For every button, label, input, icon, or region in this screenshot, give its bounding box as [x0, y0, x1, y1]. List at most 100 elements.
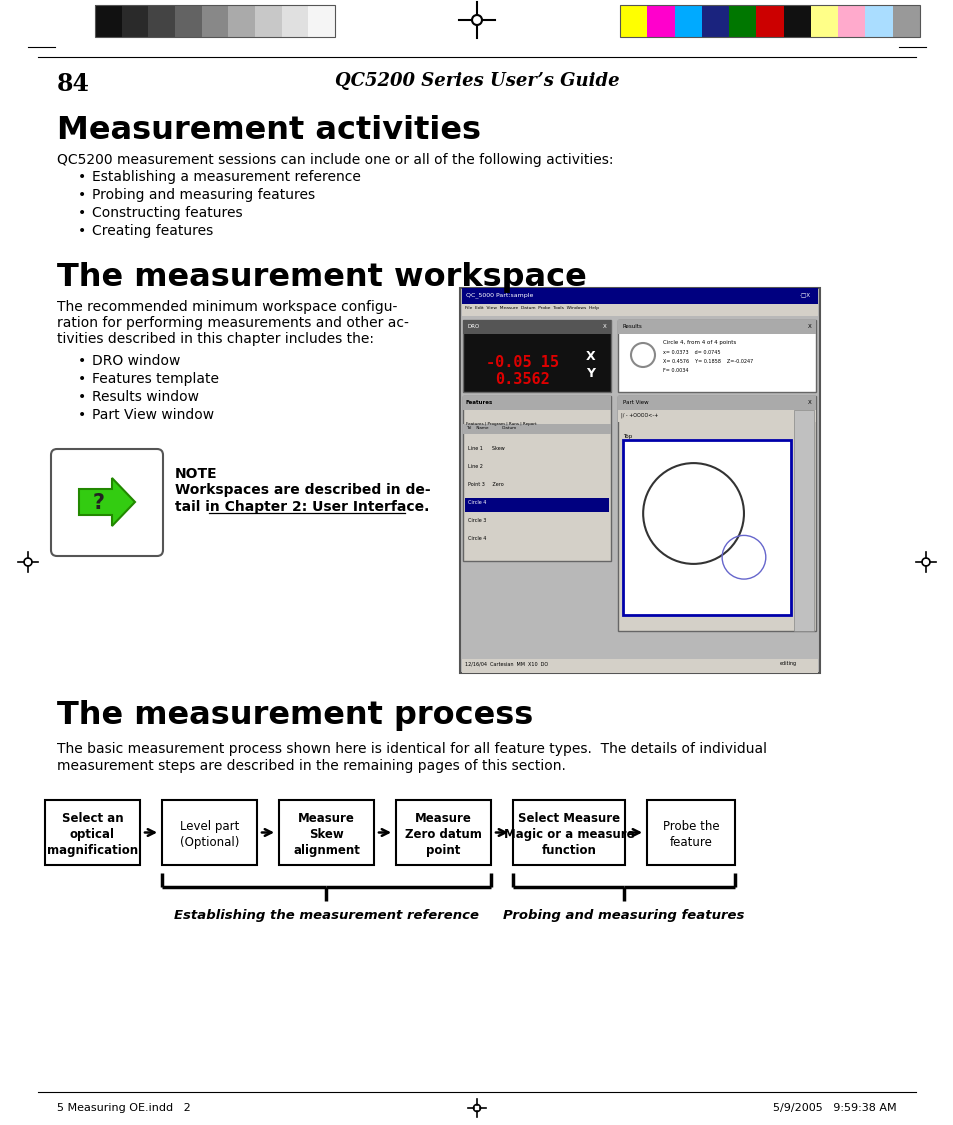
Text: -□X: -□X [800, 292, 810, 297]
Text: Circle 4: Circle 4 [468, 500, 486, 505]
Bar [619, 4, 919, 37]
Bar [618, 319, 815, 334]
Bar [95, 4, 335, 37]
Bar [674, 4, 701, 37]
Bar [459, 288, 820, 673]
Bar [148, 4, 174, 37]
Text: •: • [78, 354, 86, 368]
Bar [201, 4, 228, 37]
Text: Results window: Results window [91, 390, 199, 404]
Bar [756, 4, 782, 37]
Bar [462, 319, 610, 391]
Bar [618, 396, 815, 410]
Text: •: • [78, 206, 86, 220]
Bar [838, 4, 864, 37]
Text: QC5200 measurement sessions can include one or all of the following activities:: QC5200 measurement sessions can include … [57, 153, 613, 166]
Text: |/ - +OOOO<-+: |/ - +OOOO<-+ [620, 412, 658, 417]
Text: •: • [78, 188, 86, 202]
Text: 5 Measuring OE.indd   2: 5 Measuring OE.indd 2 [57, 1102, 191, 1113]
Text: DRO: DRO [468, 324, 479, 328]
Bar [728, 4, 756, 37]
Text: The basic measurement process shown here is identical for all feature types.  Th: The basic measurement process shown here… [57, 742, 766, 756]
Bar [461, 659, 817, 673]
Bar [281, 4, 308, 37]
Bar [308, 4, 335, 37]
Text: 84: 84 [57, 72, 90, 96]
Text: 0.3562: 0.3562 [496, 372, 550, 387]
Bar [701, 4, 728, 37]
Text: Probe the
feature: Probe the feature [662, 820, 719, 849]
Text: Part View window: Part View window [91, 408, 213, 422]
Text: 5/9/2005   9:59:38 AM: 5/9/2005 9:59:38 AM [773, 1102, 896, 1113]
FancyBboxPatch shape [51, 449, 163, 556]
Bar [462, 424, 610, 434]
Text: •: • [78, 390, 86, 404]
Text: X= 0.4576    Y= 0.1858    Z=-0.0247: X= 0.4576 Y= 0.1858 Z=-0.0247 [662, 359, 753, 364]
Text: DRO window: DRO window [91, 354, 180, 368]
Text: Establishing the measurement reference: Establishing the measurement reference [173, 909, 478, 922]
Text: Features template: Features template [91, 372, 219, 386]
Bar [462, 396, 610, 561]
Text: Results: Results [622, 324, 642, 328]
Bar [622, 440, 790, 615]
Text: Features | Program | Runs | Report: Features | Program | Runs | Report [465, 422, 536, 426]
Text: ration for performing measurements and other ac-: ration for performing measurements and o… [57, 316, 409, 330]
Bar [810, 4, 838, 37]
Text: Select an
optical
magnification: Select an optical magnification [47, 812, 138, 857]
Text: x= 0.0373    d= 0.0745: x= 0.0373 d= 0.0745 [662, 350, 720, 356]
Text: tivities described in this chapter includes the:: tivities described in this chapter inclu… [57, 332, 374, 346]
Text: ?: ? [92, 493, 105, 513]
Bar [462, 396, 610, 410]
Text: Select Measure
Magic or a measure
function: Select Measure Magic or a measure functi… [503, 812, 634, 857]
Bar [462, 319, 610, 334]
Text: measurement steps are described in the remaining pages of this section.: measurement steps are described in the r… [57, 759, 565, 773]
Text: Establishing a measurement reference: Establishing a measurement reference [91, 170, 360, 184]
Bar [618, 410, 815, 422]
Text: editing: editing [780, 662, 797, 666]
Bar [254, 4, 281, 37]
Text: •: • [78, 170, 86, 184]
Text: Measure
Skew
alignment: Measure Skew alignment [293, 812, 359, 857]
Text: Probing and measuring features: Probing and measuring features [91, 188, 314, 202]
Text: Creating features: Creating features [91, 224, 213, 238]
Bar [513, 800, 624, 865]
Text: Tol    Name           Datum: Tol Name Datum [465, 426, 516, 430]
Text: X: X [807, 400, 811, 405]
Text: Circle 4, from 4 of 4 points: Circle 4, from 4 of 4 points [662, 340, 736, 345]
Text: 12/16/04  Cartesian  MM  X10  DO: 12/16/04 Cartesian MM X10 DO [464, 662, 548, 666]
Text: NOTE: NOTE [174, 467, 217, 482]
Bar [793, 410, 813, 631]
Text: Measure
Zero datum
point: Measure Zero datum point [405, 812, 481, 857]
Bar [646, 800, 734, 865]
Text: QC5200 Series User’s Guide: QC5200 Series User’s Guide [335, 72, 618, 90]
Bar [395, 800, 491, 865]
Text: The recommended minimum workspace configu-: The recommended minimum workspace config… [57, 300, 397, 314]
Text: File  Edit  View  Measure  Datum  Probe  Tools  Windows  Help: File Edit View Measure Datum Probe Tools… [464, 306, 598, 310]
Bar [95, 4, 122, 37]
Bar [618, 319, 815, 391]
Text: Circle 3: Circle 3 [468, 518, 486, 523]
Text: X: X [585, 350, 596, 363]
Text: Point 3     Zero: Point 3 Zero [468, 482, 503, 487]
Text: Circle 4: Circle 4 [468, 536, 486, 541]
Bar [174, 4, 201, 37]
Text: Measurement activities: Measurement activities [57, 115, 480, 146]
Text: The measurement workspace: The measurement workspace [57, 262, 586, 292]
Bar [228, 4, 254, 37]
Text: •: • [78, 372, 86, 386]
Bar [45, 800, 140, 865]
Text: Level part
(Optional): Level part (Optional) [179, 820, 239, 849]
Text: Constructing features: Constructing features [91, 206, 242, 220]
Text: Part View: Part View [622, 400, 648, 405]
Bar [864, 4, 892, 37]
Text: Probing and measuring features: Probing and measuring features [503, 909, 744, 922]
Text: Workspaces are described in de-: Workspaces are described in de- [174, 483, 430, 497]
Text: Features: Features [465, 400, 493, 405]
Bar [619, 4, 646, 37]
Text: -0.05 15: -0.05 15 [486, 356, 558, 370]
Polygon shape [79, 478, 135, 526]
Text: •: • [78, 408, 86, 422]
Bar [464, 498, 608, 512]
Text: Y: Y [586, 367, 595, 380]
Bar [461, 288, 817, 304]
